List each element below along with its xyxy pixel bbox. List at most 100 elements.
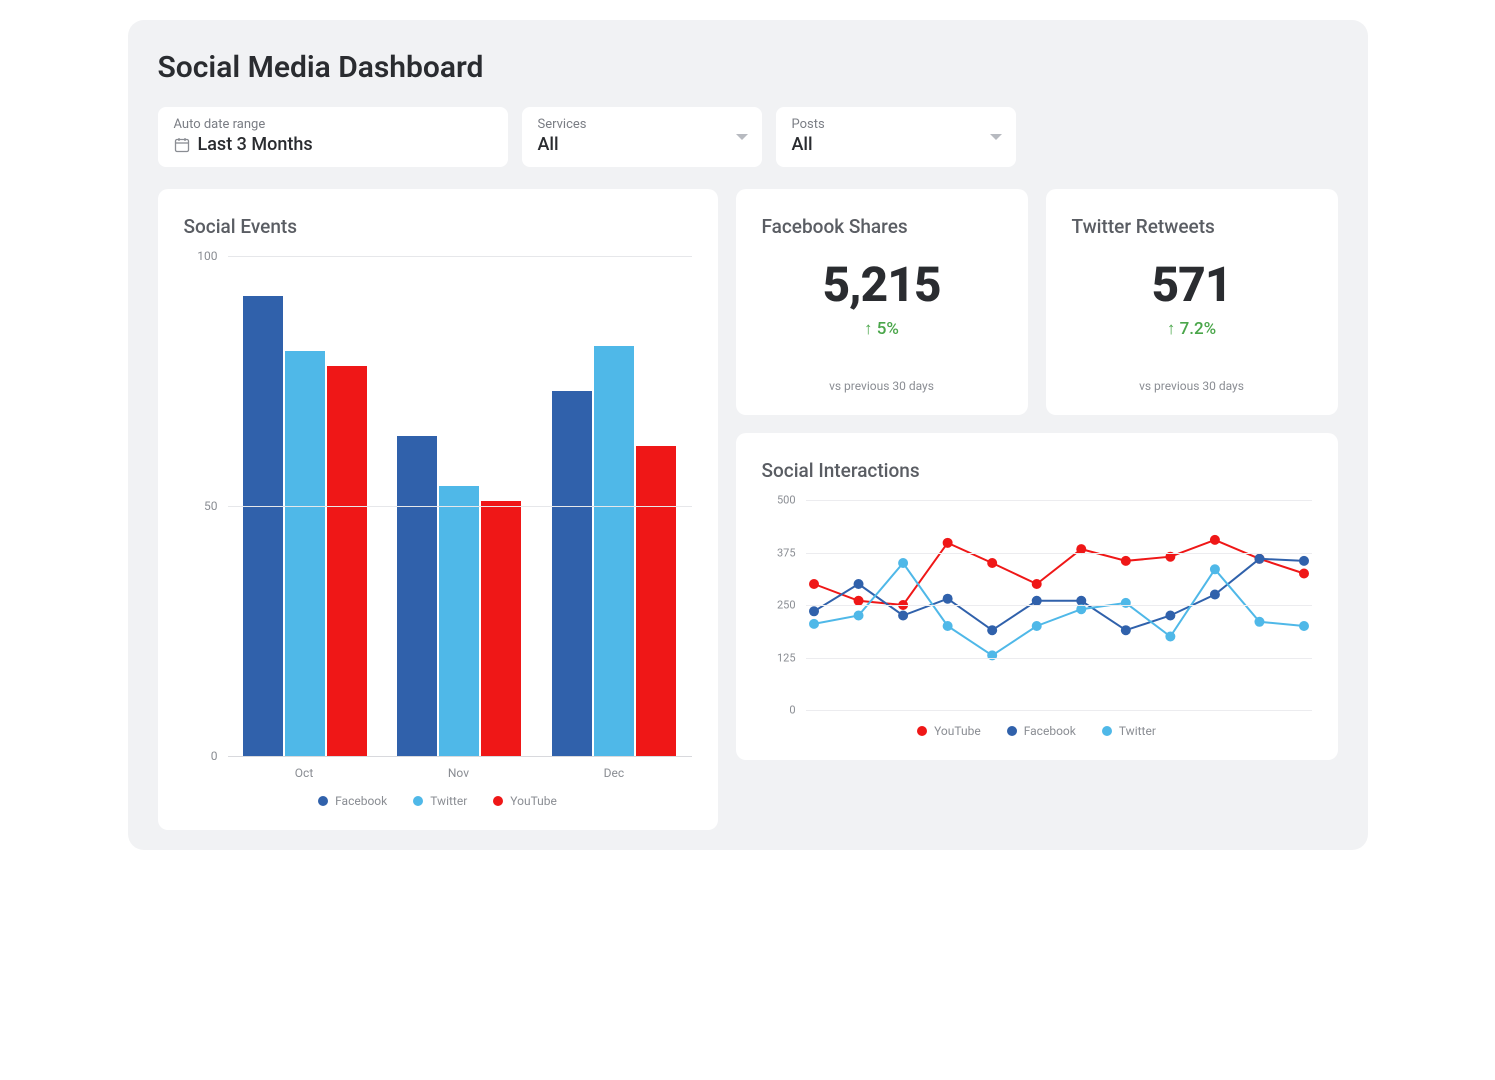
legend-label: Twitter [430, 794, 467, 808]
x-label: Dec [604, 766, 625, 780]
kpi-delta: ↑ 5% [762, 319, 1002, 339]
line-marker [809, 579, 819, 589]
line-marker [1209, 590, 1219, 600]
line-marker [853, 579, 863, 589]
y-tick: 125 [777, 651, 796, 664]
filter-value: All [792, 134, 1000, 155]
gridline [806, 553, 1312, 554]
y-tick: 0 [789, 704, 795, 717]
line-marker [1299, 621, 1309, 631]
gridline [228, 256, 692, 257]
bar-chart: 050100 [184, 256, 692, 756]
kpi-sub: vs previous 30 days [1072, 379, 1312, 393]
bar [594, 346, 634, 756]
line-marker [1031, 579, 1041, 589]
line-marker [942, 594, 952, 604]
y-tick: 375 [777, 546, 796, 559]
gridline [806, 500, 1312, 501]
line-marker [987, 558, 997, 568]
gridline [806, 658, 1312, 659]
legend-item: Twitter [413, 794, 467, 808]
filter-posts[interactable]: Posts All [776, 107, 1016, 167]
line-marker [809, 619, 819, 629]
bar-plot [228, 256, 692, 756]
line-marker [987, 625, 997, 635]
filter-value: Last 3 Months [198, 134, 313, 155]
legend-dot [413, 796, 423, 806]
card-title: Social Events [184, 215, 692, 238]
kpi-title: Facebook Shares [762, 215, 1002, 238]
line-legend: YouTubeFacebookTwitter [762, 724, 1312, 738]
line-marker [1031, 621, 1041, 631]
line-marker [1209, 535, 1219, 545]
line-marker [1120, 625, 1130, 635]
line-marker [1209, 564, 1219, 574]
card-social-events: Social Events 050100 OctNovDec FacebookT… [158, 189, 718, 830]
legend-dot [318, 796, 328, 806]
bar [481, 501, 521, 756]
bar-group [243, 296, 367, 756]
chevron-down-icon [990, 134, 1002, 140]
bar [243, 296, 283, 756]
line-marker [942, 621, 952, 631]
legend-dot [1007, 726, 1017, 736]
filter-date-range[interactable]: Auto date range Last 3 Months [158, 107, 508, 167]
bar [285, 351, 325, 756]
line-marker [1254, 554, 1264, 564]
line-series [814, 540, 1304, 605]
y-tick: 0 [211, 749, 218, 763]
y-tick: 50 [204, 499, 218, 513]
bar-group [552, 346, 676, 756]
line-plot [806, 500, 1312, 710]
bar [397, 436, 437, 756]
line-marker [1165, 611, 1175, 621]
kpi-delta: ↑ 7.2% [1072, 319, 1312, 339]
line-marker [1299, 569, 1309, 579]
gridline [228, 506, 692, 507]
dashboard: Social Media Dashboard Auto date range L… [128, 20, 1368, 850]
kpi-value: 571 [1072, 256, 1312, 313]
filter-value: All [538, 134, 746, 155]
filter-bar: Auto date range Last 3 Months Services A… [158, 107, 1338, 167]
line-chart: 0125250375500 [762, 500, 1312, 710]
kpi-row: Facebook Shares 5,215 ↑ 5% vs previous 3… [736, 189, 1338, 415]
filter-label: Posts [792, 117, 1000, 132]
calendar-icon [174, 137, 190, 153]
x-label: Oct [295, 766, 313, 780]
bar-y-axis: 050100 [184, 256, 228, 756]
kpi-value: 5,215 [762, 256, 1002, 313]
line-series [814, 559, 1304, 630]
filter-services[interactable]: Services All [522, 107, 762, 167]
bar [327, 366, 367, 756]
filter-label: Services [538, 117, 746, 132]
chevron-down-icon [736, 134, 748, 140]
legend-label: YouTube [510, 794, 557, 808]
line-y-axis: 0125250375500 [762, 500, 806, 710]
line-marker [853, 611, 863, 621]
legend-dot [1102, 726, 1112, 736]
line-marker [942, 538, 952, 548]
legend-item: YouTube [493, 794, 557, 808]
line-marker [1120, 556, 1130, 566]
filter-label: Auto date range [174, 117, 492, 132]
kpi-twitter-retweets: Twitter Retweets 571 ↑ 7.2% vs previous … [1046, 189, 1338, 415]
card-social-interactions: Social Interactions 0125250375500 YouTub… [736, 433, 1338, 760]
line-series [814, 563, 1304, 655]
legend-label: Facebook [335, 794, 387, 808]
gridline [806, 710, 1312, 711]
line-marker [898, 611, 908, 621]
line-marker [1165, 632, 1175, 642]
line-marker [1120, 598, 1130, 608]
gridline [228, 756, 692, 757]
legend-dot [917, 726, 927, 736]
line-marker [1254, 617, 1264, 627]
legend-item: YouTube [917, 724, 981, 738]
bar [439, 486, 479, 756]
kpi-title: Twitter Retweets [1072, 215, 1312, 238]
page-title: Social Media Dashboard [158, 50, 1338, 85]
bar-group [397, 436, 521, 756]
legend-item: Facebook [318, 794, 387, 808]
line-marker [987, 650, 997, 660]
legend-item: Twitter [1102, 724, 1156, 738]
y-tick: 250 [777, 599, 796, 612]
